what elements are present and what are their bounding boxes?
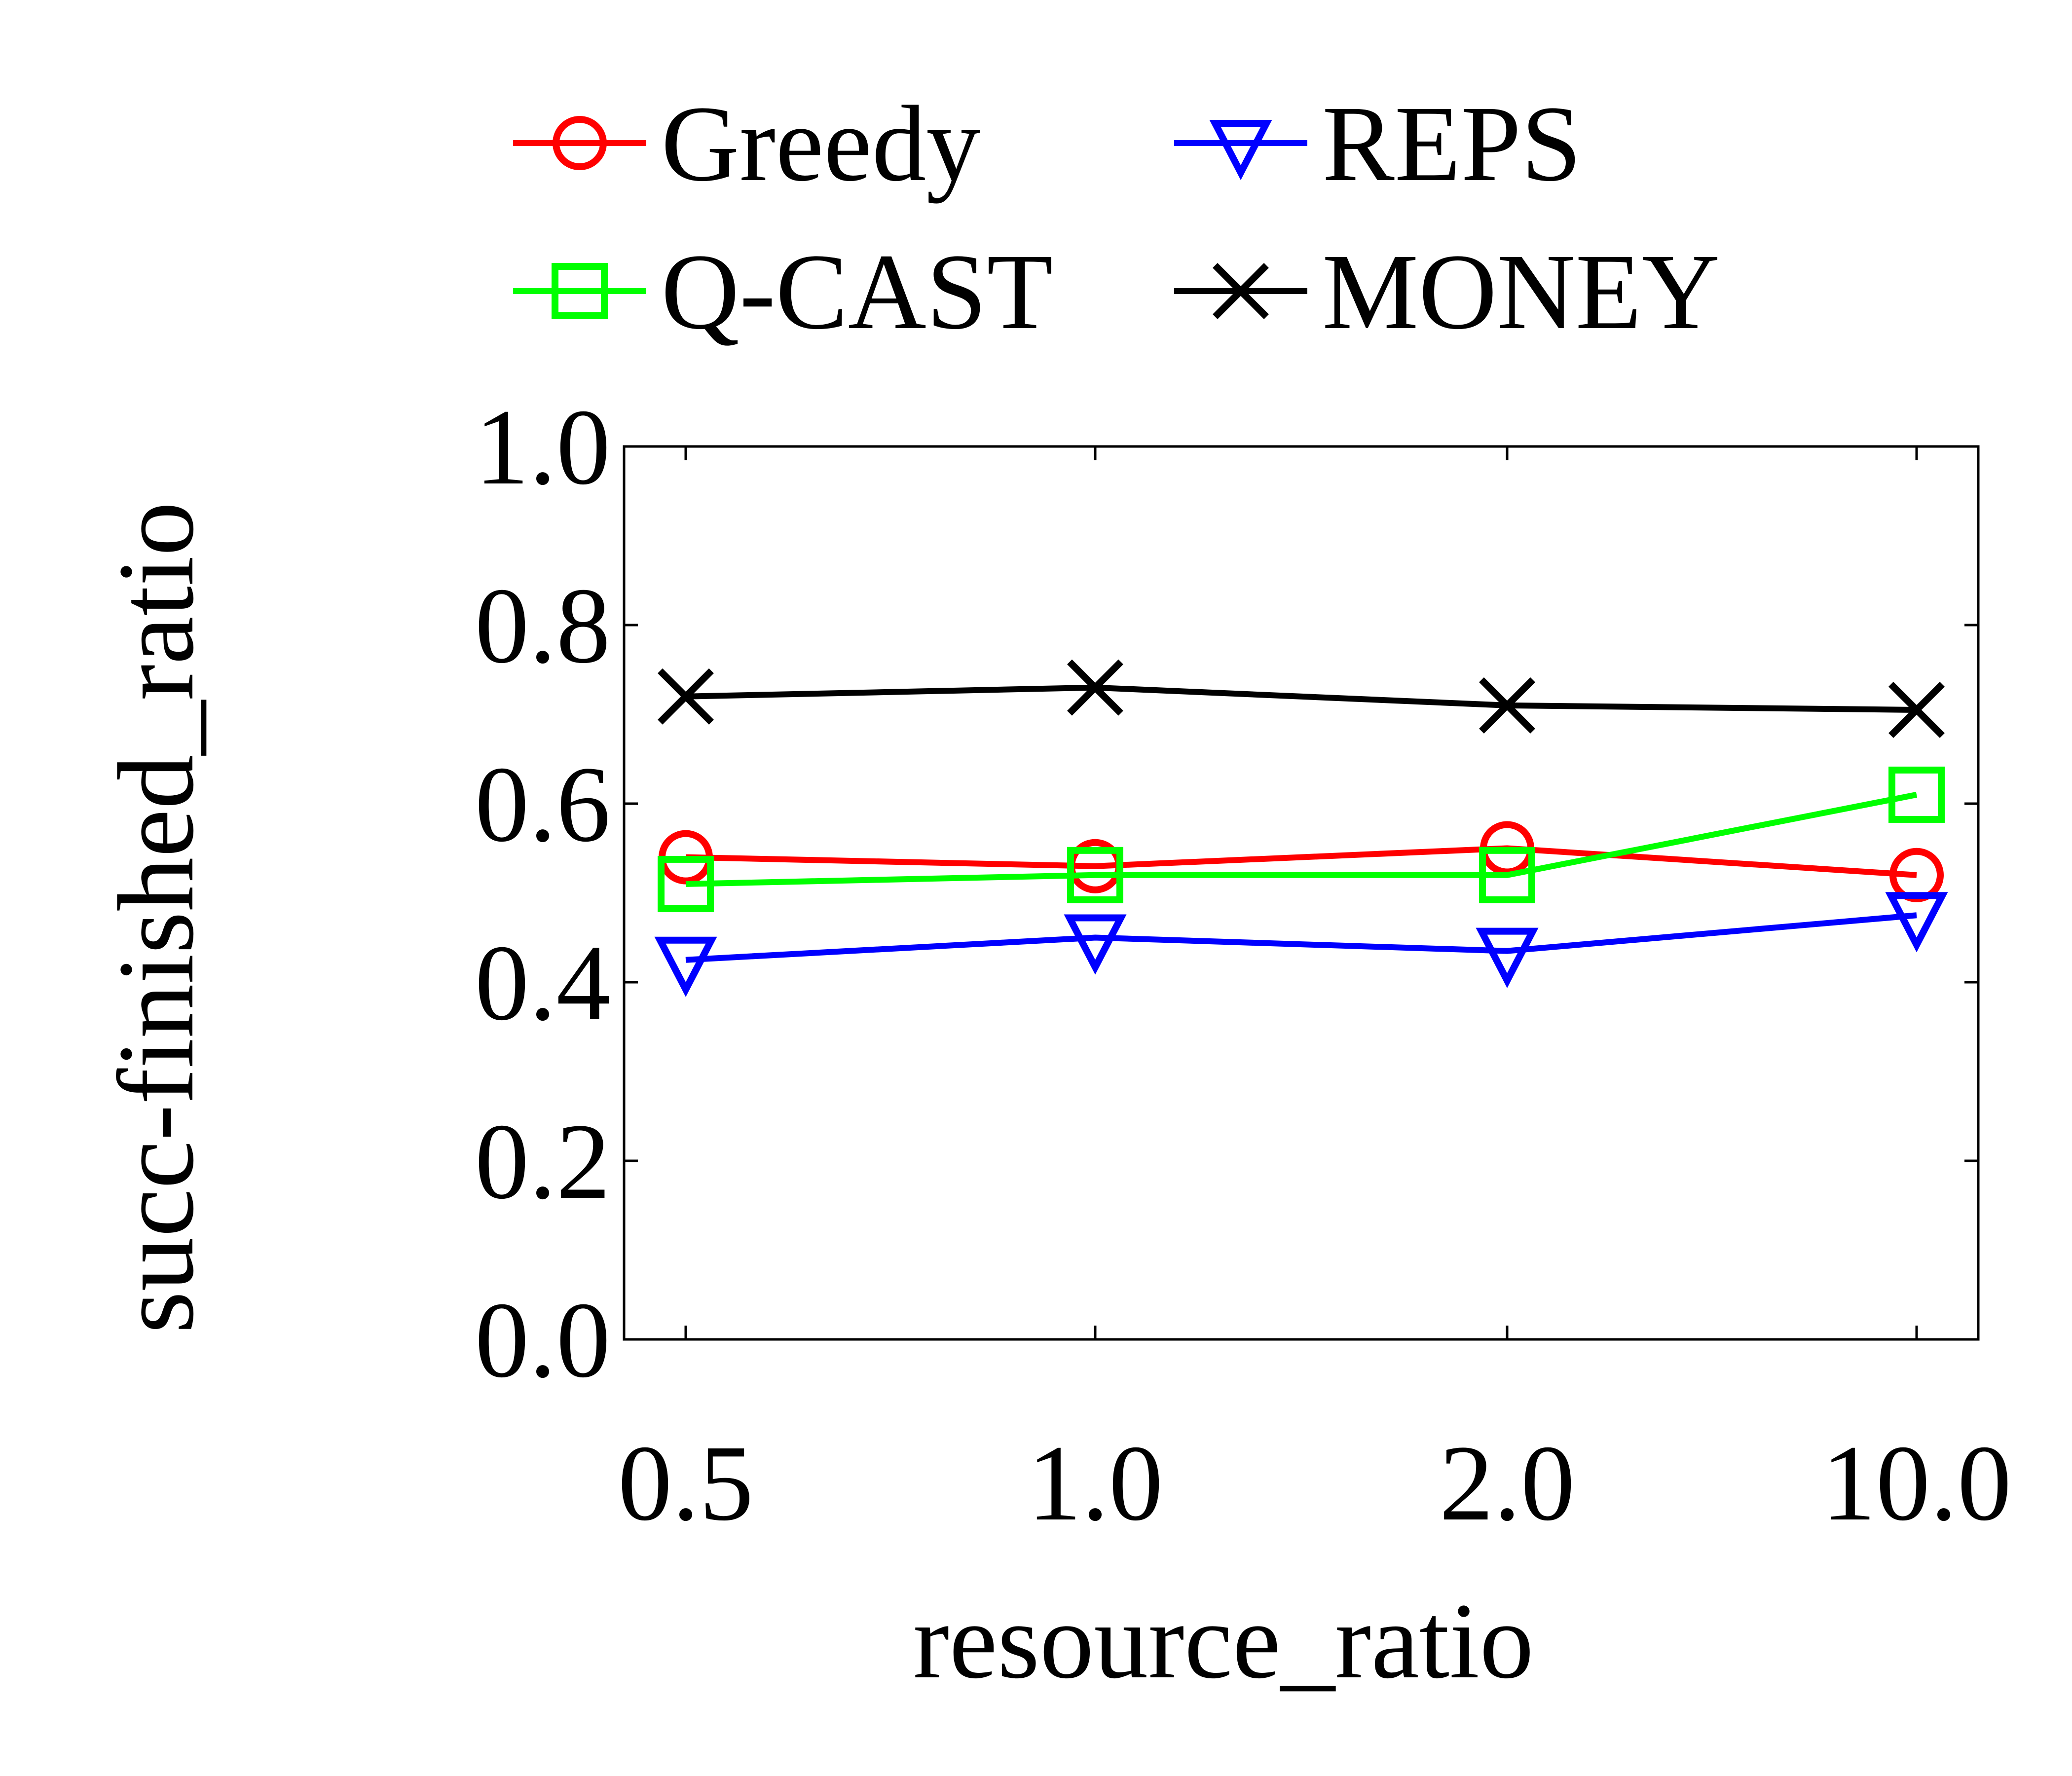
y-tick-label: 0.6: [475, 744, 611, 864]
series-line: [685, 845, 1917, 878]
data-point: [1067, 659, 1123, 716]
series-group: [654, 659, 1948, 997]
data-point: [658, 668, 714, 725]
series-money: [658, 659, 1945, 738]
series-line: [685, 912, 1917, 963]
y-tick-label: 0.8: [475, 565, 611, 686]
x-axis-ticks: 0.5 1.0 2.0 10.0: [618, 446, 2012, 1543]
y-axis-ticks: 0.0 0.2 0.4 0.6 0.8 1.0: [475, 387, 1978, 1400]
y-tick-label: 0.4: [475, 923, 611, 1043]
y-tick-label: 0.2: [475, 1101, 611, 1221]
data-point: [1479, 847, 1535, 903]
data-point: [654, 936, 717, 997]
data-point: [1888, 766, 1945, 823]
data-point: [1479, 677, 1535, 734]
legend-label: MONEY: [1322, 231, 1720, 352]
x-axis-label: resource_ratio: [913, 1581, 1534, 1701]
x-tick-label: 1.0: [1028, 1423, 1163, 1543]
series-line: [685, 684, 1917, 713]
data-point: [1064, 914, 1127, 975]
data-point: [1885, 892, 1948, 953]
series-line: [685, 792, 1918, 887]
data-point: [658, 855, 714, 912]
legend-marker: [553, 116, 607, 170]
x-tick-label: 2.0: [1440, 1423, 1575, 1543]
legend-entry: MONEY: [1174, 231, 1720, 352]
x-tick-label: 0.5: [618, 1423, 754, 1543]
legend-entry: Greedy: [513, 83, 980, 204]
data-point: [1888, 682, 1945, 738]
y-axis-label: succ-finished_ratio: [96, 502, 216, 1333]
series-q-cast: [658, 766, 1945, 912]
legend-entry: REPS: [1174, 83, 1582, 204]
legend-marker: [552, 263, 608, 319]
legend: Greedy REPS Q-CAST MONEY: [513, 83, 1720, 352]
y-tick-label: 0.0: [475, 1280, 611, 1400]
legend-marker: [1213, 263, 1269, 319]
legend-label: REPS: [1322, 83, 1582, 204]
series-greedy: [659, 821, 1944, 902]
legend-marker: [1209, 120, 1272, 181]
y-tick-label: 1.0: [475, 387, 611, 507]
data-point: [1476, 927, 1539, 988]
legend-label: Q-CAST: [661, 231, 1053, 352]
legend-entry: Q-CAST: [513, 231, 1053, 352]
legend-label: Greedy: [661, 83, 980, 204]
x-tick-label: 10.0: [1822, 1423, 2012, 1543]
plot-frame: [623, 445, 1980, 1341]
data-point: [1067, 847, 1123, 903]
series-reps: [654, 892, 1948, 997]
